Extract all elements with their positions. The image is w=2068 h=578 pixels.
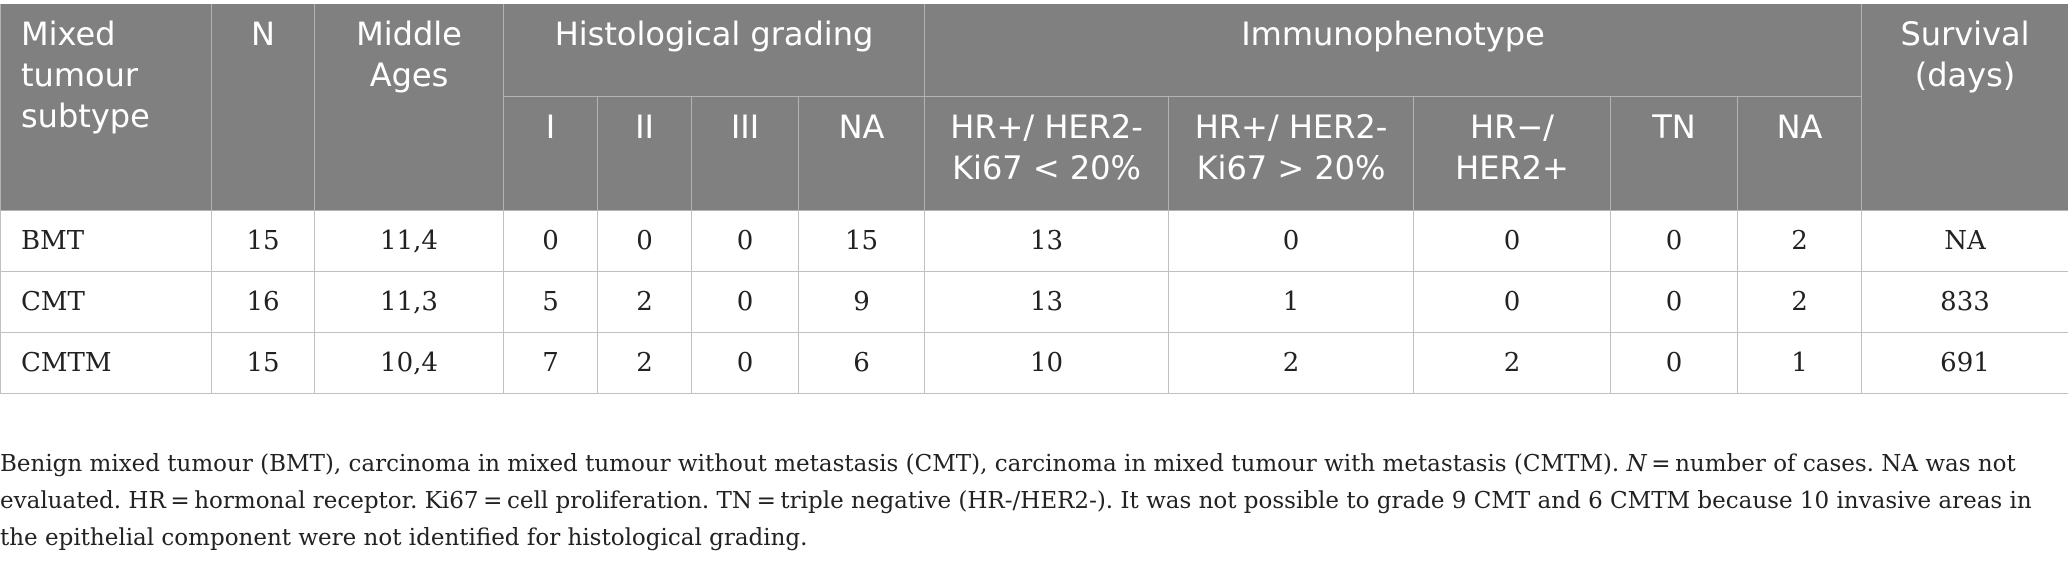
header-hrpos-ki67-high: HR+/ HER2- Ki67 > 20% <box>1168 96 1414 211</box>
header-n: N <box>211 4 315 211</box>
header-immunophenotype: Immunophenotype <box>924 4 1862 97</box>
cell-grade-na: 15 <box>798 209 925 272</box>
cell-grade-i: 5 <box>503 270 598 333</box>
cell-subtype: BMT <box>0 209 212 272</box>
cell-grade-ii: 2 <box>597 270 692 333</box>
cell-tn: 0 <box>1610 209 1738 272</box>
header-middle-ages: Middle Ages <box>314 4 504 211</box>
cell-subtype: CMTM <box>0 331 212 394</box>
cell-survival: NA <box>1861 209 2068 272</box>
cell-n: 16 <box>211 270 315 333</box>
cell-hrneg-her2pos: 0 <box>1413 270 1611 333</box>
header-hrpos-ki67-low: HR+/ HER2- Ki67 < 20% <box>924 96 1169 211</box>
table-row: CMT 16 11,3 5 2 0 9 13 1 0 0 2 833 <box>0 270 2068 333</box>
header-row-secondary: I II III NA HR+/ HER2- Ki67 < 20% HR+/ H… <box>1 96 2068 211</box>
cell-grade-ii: 2 <box>597 331 692 394</box>
footnote-n-symbol: N <box>1626 451 1647 477</box>
cell-tn: 0 <box>1610 270 1738 333</box>
header-grade-iii: III <box>691 96 799 211</box>
cell-middle-ages: 10,4 <box>314 331 504 394</box>
cell-immuno-na: 2 <box>1737 209 1862 272</box>
cell-survival: 833 <box>1861 270 2068 333</box>
cell-middle-ages: 11,3 <box>314 270 504 333</box>
table-footnote: Benign mixed tumour (BMT), carcinoma in … <box>0 446 2060 557</box>
cell-n: 15 <box>211 209 315 272</box>
cell-hrpos-ki67-high: 0 <box>1168 209 1414 272</box>
cell-survival: 691 <box>1861 331 2068 394</box>
header-survival-blank <box>1861 96 2068 211</box>
header-survival: Survival (days) <box>1861 4 2068 96</box>
header-immuno-na: NA <box>1737 96 1862 211</box>
footnote-part-1: Benign mixed tumour (BMT), carcinoma in … <box>0 451 1627 477</box>
header-grade-i: I <box>503 96 598 211</box>
cell-grade-na: 6 <box>798 331 925 394</box>
cell-immuno-na: 1 <box>1737 331 1862 394</box>
table-row: BMT 15 11,4 0 0 0 15 13 0 0 0 2 NA <box>0 209 2068 272</box>
cell-hrpos-ki67-low: 13 <box>924 270 1169 333</box>
header-subtype: Mixed tumour subtype <box>0 4 212 211</box>
header-tn: TN <box>1610 96 1738 211</box>
header-row-primary: Mixed tumour subtype N Middle Ages Histo… <box>0 4 2068 211</box>
cell-tn: 0 <box>1610 331 1738 394</box>
cell-hrneg-her2pos: 2 <box>1413 331 1611 394</box>
cell-hrpos-ki67-high: 1 <box>1168 270 1414 333</box>
cell-grade-iii: 0 <box>691 209 799 272</box>
mixed-tumour-table: Mixed tumour subtype N Middle Ages Histo… <box>0 4 2068 394</box>
cell-subtype: CMT <box>0 270 212 333</box>
cell-grade-i: 0 <box>503 209 598 272</box>
cell-grade-iii: 0 <box>691 331 799 394</box>
footnote-part-2: = number of cases. NA was not evaluated.… <box>0 451 2032 551</box>
data-table-container: Mixed tumour subtype N Middle Ages Histo… <box>0 4 2068 394</box>
header-grade-na: NA <box>798 96 925 211</box>
header-grade-ii: II <box>597 96 692 211</box>
cell-hrneg-her2pos: 0 <box>1413 209 1611 272</box>
table-row: CMTM 15 10,4 7 2 0 6 10 2 2 0 1 691 <box>0 331 2068 394</box>
cell-hrpos-ki67-low: 13 <box>924 209 1169 272</box>
cell-hrpos-ki67-high: 2 <box>1168 331 1414 394</box>
header-hrneg-her2pos: HR−/ HER2+ <box>1413 96 1611 211</box>
cell-grade-na: 9 <box>798 270 925 333</box>
cell-grade-ii: 0 <box>597 209 692 272</box>
header-histological-grading: Histological grading <box>503 4 925 97</box>
cell-grade-i: 7 <box>503 331 598 394</box>
cell-immuno-na: 2 <box>1737 270 1862 333</box>
cell-grade-iii: 0 <box>691 270 799 333</box>
cell-hrpos-ki67-low: 10 <box>924 331 1169 394</box>
cell-n: 15 <box>211 331 315 394</box>
cell-middle-ages: 11,4 <box>314 209 504 272</box>
